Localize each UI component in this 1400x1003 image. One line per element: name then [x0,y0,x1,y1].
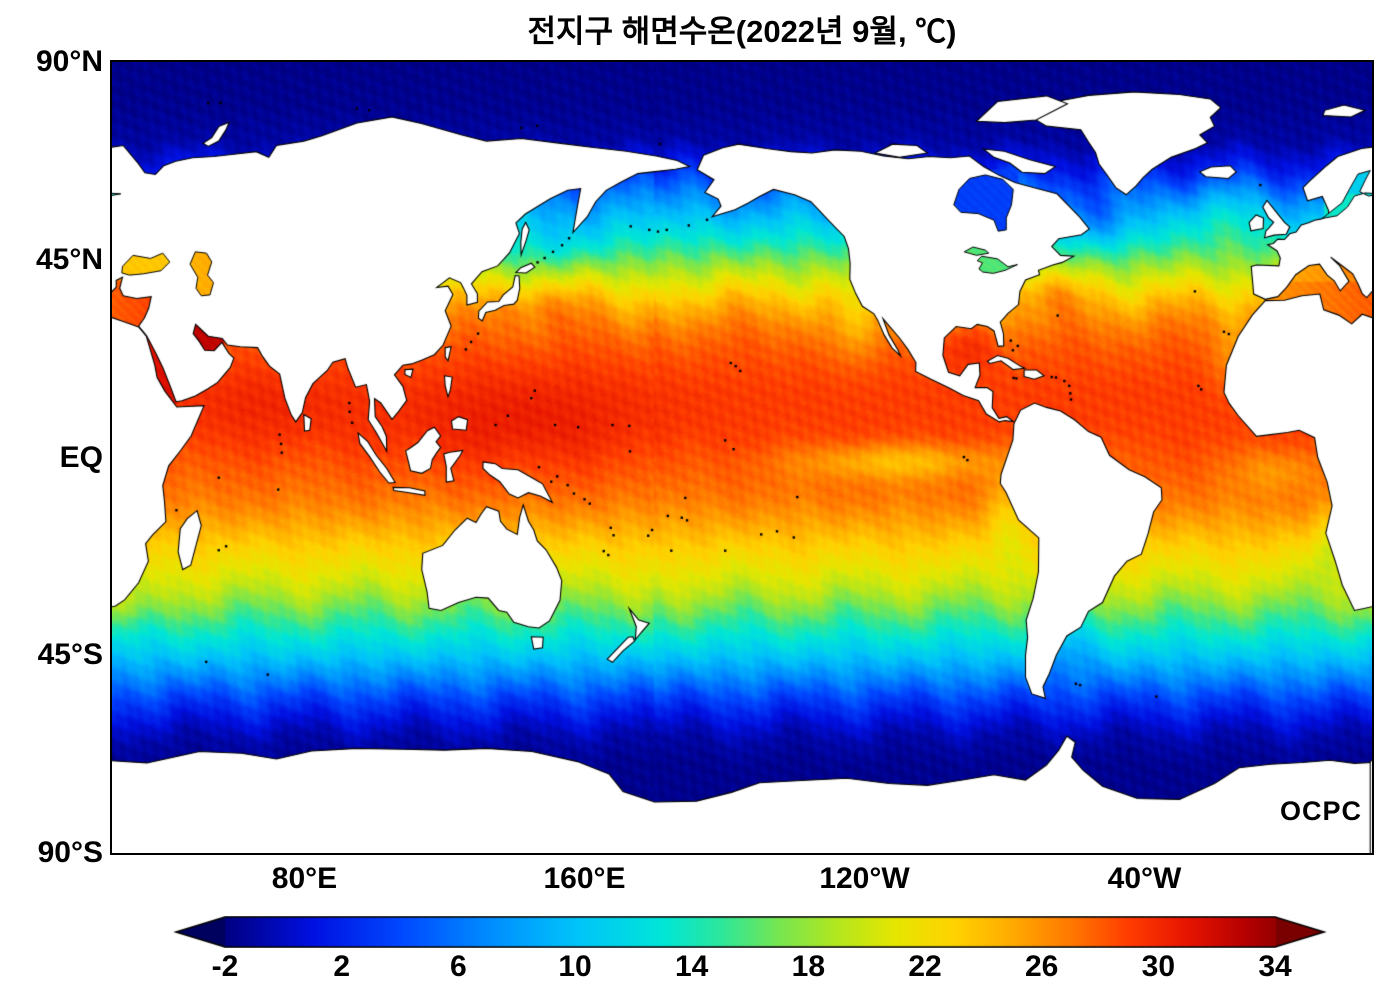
x-axis-label: 120°W [819,862,910,895]
colorbar-tick-label: 26 [1024,950,1059,983]
colorbar-tick-label: 6 [449,950,467,983]
sst-map-canvas [112,62,1372,853]
x-axis-label: 80°E [271,862,338,895]
colorbar-tick-label: 18 [791,950,826,983]
colorbar-tick-label: 14 [674,950,709,983]
y-axis-label: 45°S [37,638,103,672]
colorbar-tick-label: 30 [1141,950,1176,983]
colorbar-tick-label: 34 [1258,950,1292,983]
colorbar-tick-label: 22 [908,950,942,983]
y-axis-label: 90°S [37,836,103,869]
colorbar-tick-label: -2 [211,950,239,983]
ocpc-watermark: OCPC [1279,796,1362,826]
colorbar-tick-label: 10 [558,950,592,983]
chart-title: 전지구 해면수온(2022년 9월, ℃) [527,14,957,49]
x-axis-label: 160°E [543,862,626,895]
x-axis-label: 40°W [1107,862,1182,895]
y-axis-label: EQ [59,440,103,474]
map-plot: OCPC [110,60,1374,855]
y-axis-label: 45°N [35,242,103,276]
colorbar-canvas [170,916,1330,948]
colorbar-tick-label: 2 [333,950,350,983]
y-axis-label: 90°N [35,45,103,78]
